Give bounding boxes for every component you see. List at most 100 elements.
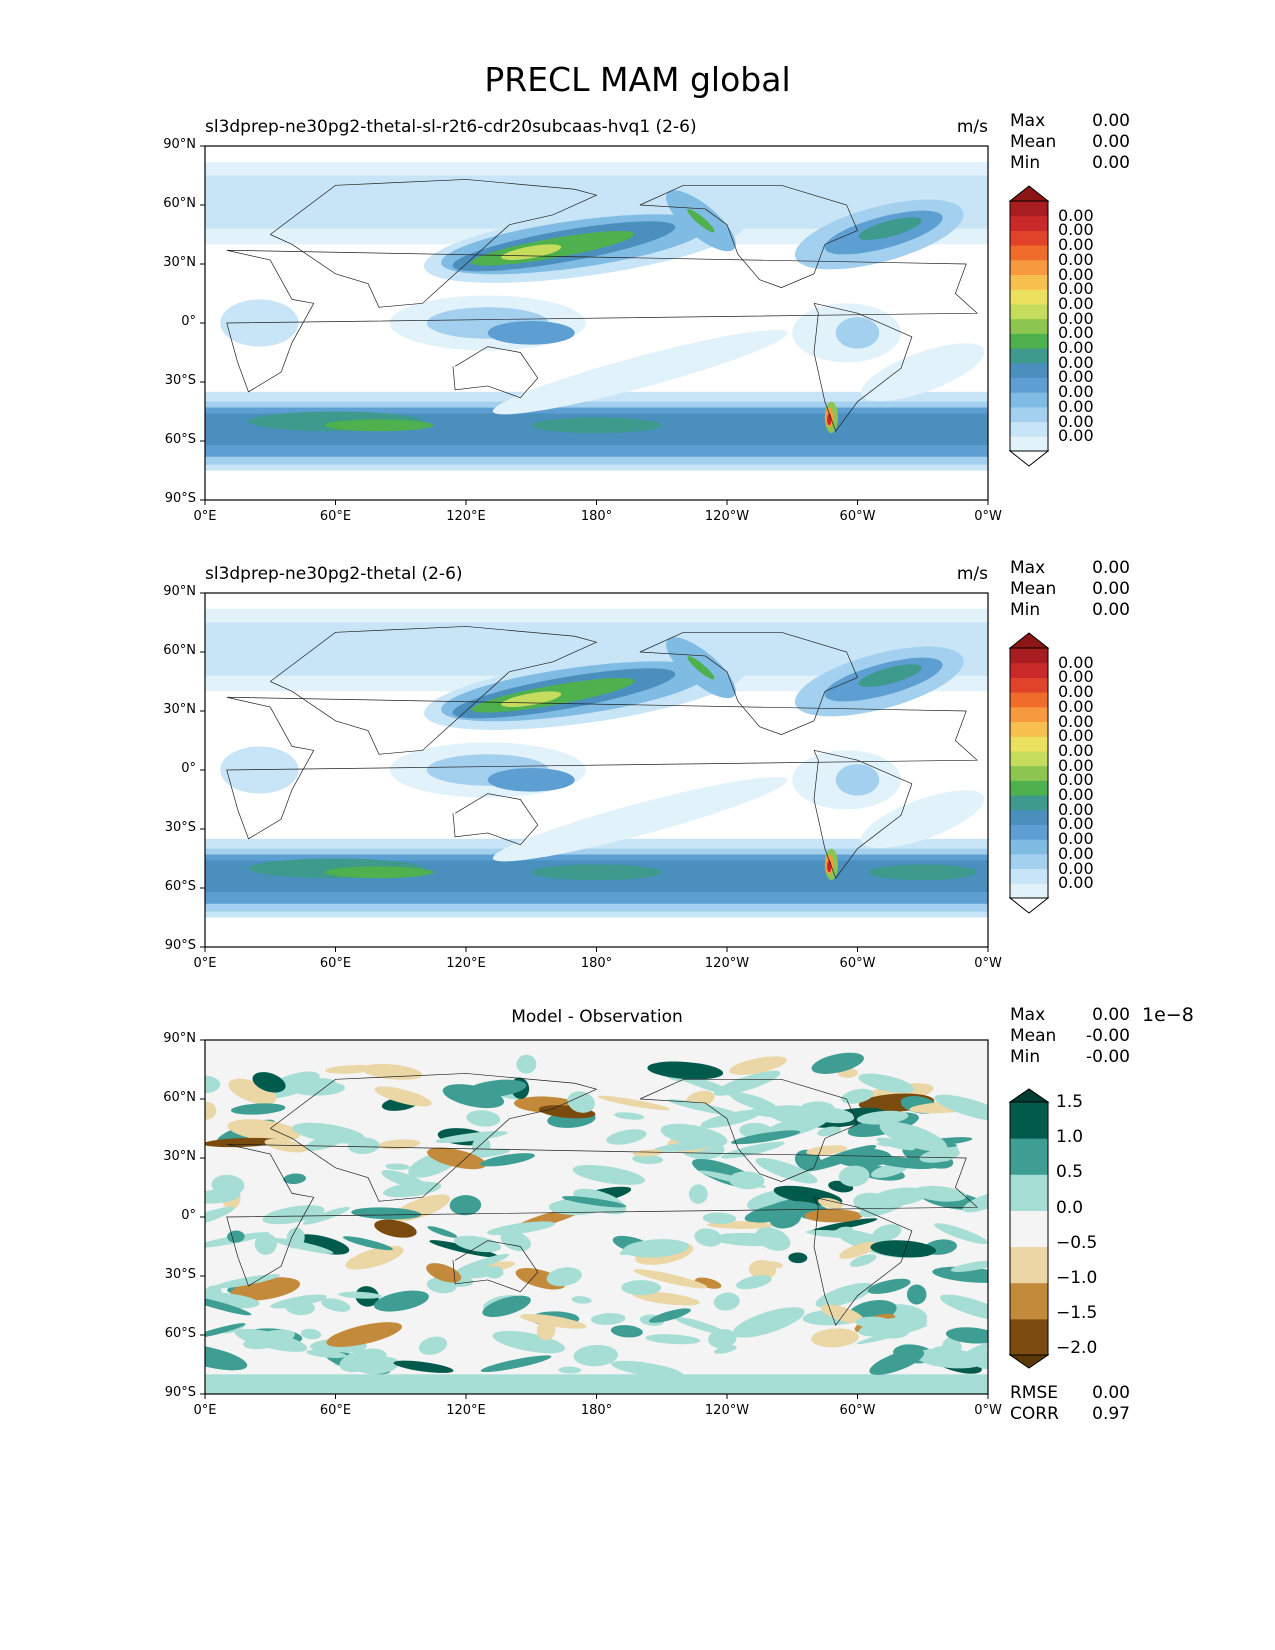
colorbar-segment — [1010, 436, 1048, 452]
contour-blob — [919, 1148, 960, 1163]
y-tick-label: 0° — [181, 761, 196, 776]
contour-blob — [868, 864, 978, 881]
contour-blob — [810, 1218, 878, 1233]
rmse-label: RMSE — [1010, 1383, 1059, 1403]
colorbar-extend-max — [1008, 185, 1050, 202]
contour-blob — [227, 1119, 301, 1142]
contour-blob — [839, 1241, 878, 1259]
contour-blob — [480, 1153, 535, 1167]
colorbar-label: 0.00 — [1058, 338, 1094, 358]
contour-blob — [633, 1149, 664, 1157]
colorbar-label: 0.00 — [1058, 858, 1094, 878]
x-tick-label: 60°E — [319, 509, 352, 524]
contour-blob — [645, 1334, 701, 1345]
contour-blob — [385, 1163, 410, 1170]
contour-blob — [713, 1070, 781, 1096]
contour-blob — [858, 1073, 915, 1093]
contour-blob — [702, 1212, 737, 1224]
contour-blob — [571, 1296, 592, 1304]
contour-blob — [764, 1261, 783, 1269]
contour-blob — [835, 1148, 892, 1168]
contour-blob — [358, 1356, 400, 1375]
contour-blob — [820, 1304, 864, 1324]
contour-blob — [827, 413, 832, 426]
contour-blob — [500, 1230, 531, 1252]
contour-blob — [804, 1209, 863, 1223]
stat-mean-label: Mean — [1010, 1026, 1057, 1046]
colorbar-segment — [1010, 1102, 1048, 1139]
y-tick-label: 60°N — [163, 1090, 196, 1105]
contour-blob — [950, 1260, 988, 1272]
colorbar-label: −1.5 — [1056, 1303, 1098, 1324]
contour-blob — [713, 1345, 737, 1354]
colorbar-segment — [1010, 406, 1048, 423]
contour-blob — [211, 1174, 245, 1196]
x-tick-label: 60°E — [319, 1403, 352, 1418]
colorbar-frame — [1009, 1101, 1049, 1356]
coastline — [813, 302, 913, 432]
contour-blob — [378, 1139, 421, 1150]
contour-blob — [858, 664, 922, 687]
colorbar-extend-min — [1008, 1354, 1050, 1369]
contour-blob — [427, 1226, 458, 1238]
contour-blob — [205, 1323, 246, 1339]
colorbar-label: 0.00 — [1058, 785, 1094, 805]
contour-blob — [729, 1056, 787, 1075]
colorbar-segment — [1010, 274, 1048, 290]
stat-max-label: Max — [1010, 1005, 1046, 1025]
contour-blob — [729, 1092, 778, 1112]
contour-blob — [292, 1122, 366, 1144]
contour-blob — [561, 1196, 627, 1208]
contour-blob — [228, 1078, 277, 1105]
contour-blob — [220, 299, 299, 347]
y-tick-label: 60°S — [164, 1326, 196, 1341]
y-tick-label: 30°N — [163, 255, 196, 270]
contour-blob — [567, 1091, 595, 1113]
stat-mean-value: -0.00 — [1086, 1026, 1130, 1046]
contour-blob — [427, 1147, 487, 1170]
colorbar-label: 0.00 — [1058, 308, 1094, 328]
contour-blob — [461, 1237, 490, 1252]
colorbar-label: −0.5 — [1056, 1232, 1098, 1253]
corr-value: 0.97 — [1092, 1404, 1130, 1424]
contour-blob — [712, 1232, 790, 1247]
contour-blob — [482, 1295, 531, 1318]
contour-blob — [731, 1130, 801, 1145]
colorbar-label: 0.00 — [1058, 279, 1094, 299]
colorbar-segment — [1010, 1246, 1048, 1284]
colorbar-segment — [1010, 750, 1048, 767]
contour-blob — [345, 1245, 404, 1270]
contour-blob — [708, 1329, 737, 1349]
colorbar-label: 0.00 — [1058, 770, 1094, 790]
contour-blob — [466, 1110, 501, 1127]
contour-blob — [934, 1223, 988, 1245]
contour-blob — [647, 1061, 724, 1080]
contour-blob — [687, 656, 715, 680]
contour-blob — [849, 1254, 877, 1267]
colorbar-label: −2.0 — [1056, 1338, 1098, 1359]
contour-blob — [755, 1157, 818, 1184]
stat-min-value: 0.00 — [1092, 600, 1130, 620]
contour-blob — [869, 1349, 925, 1375]
x-tick-label: 120°E — [446, 509, 486, 524]
contour-blob — [700, 1109, 762, 1129]
colorbar-segment — [1010, 809, 1048, 825]
colorbar-label: 1.0 — [1056, 1127, 1084, 1148]
contour-blob — [721, 1141, 785, 1159]
coastline — [226, 249, 979, 393]
map-field-2 — [205, 1040, 988, 1394]
coastline — [452, 346, 539, 399]
contour-blob — [558, 1366, 582, 1374]
colorbar-label: 0.00 — [1058, 682, 1094, 702]
contour-blob — [487, 321, 575, 345]
contour-blob — [205, 1291, 260, 1309]
colorbar-label: 0.00 — [1058, 696, 1094, 716]
colorbar-segment — [1010, 1210, 1048, 1248]
coastline — [813, 749, 913, 879]
contour-blob — [687, 209, 715, 233]
x-tick-label: 0°W — [974, 956, 1002, 971]
contour-blob — [912, 1185, 967, 1202]
colorbar-segment — [1010, 318, 1048, 334]
stat-max-value: 0.00 — [1092, 558, 1130, 578]
